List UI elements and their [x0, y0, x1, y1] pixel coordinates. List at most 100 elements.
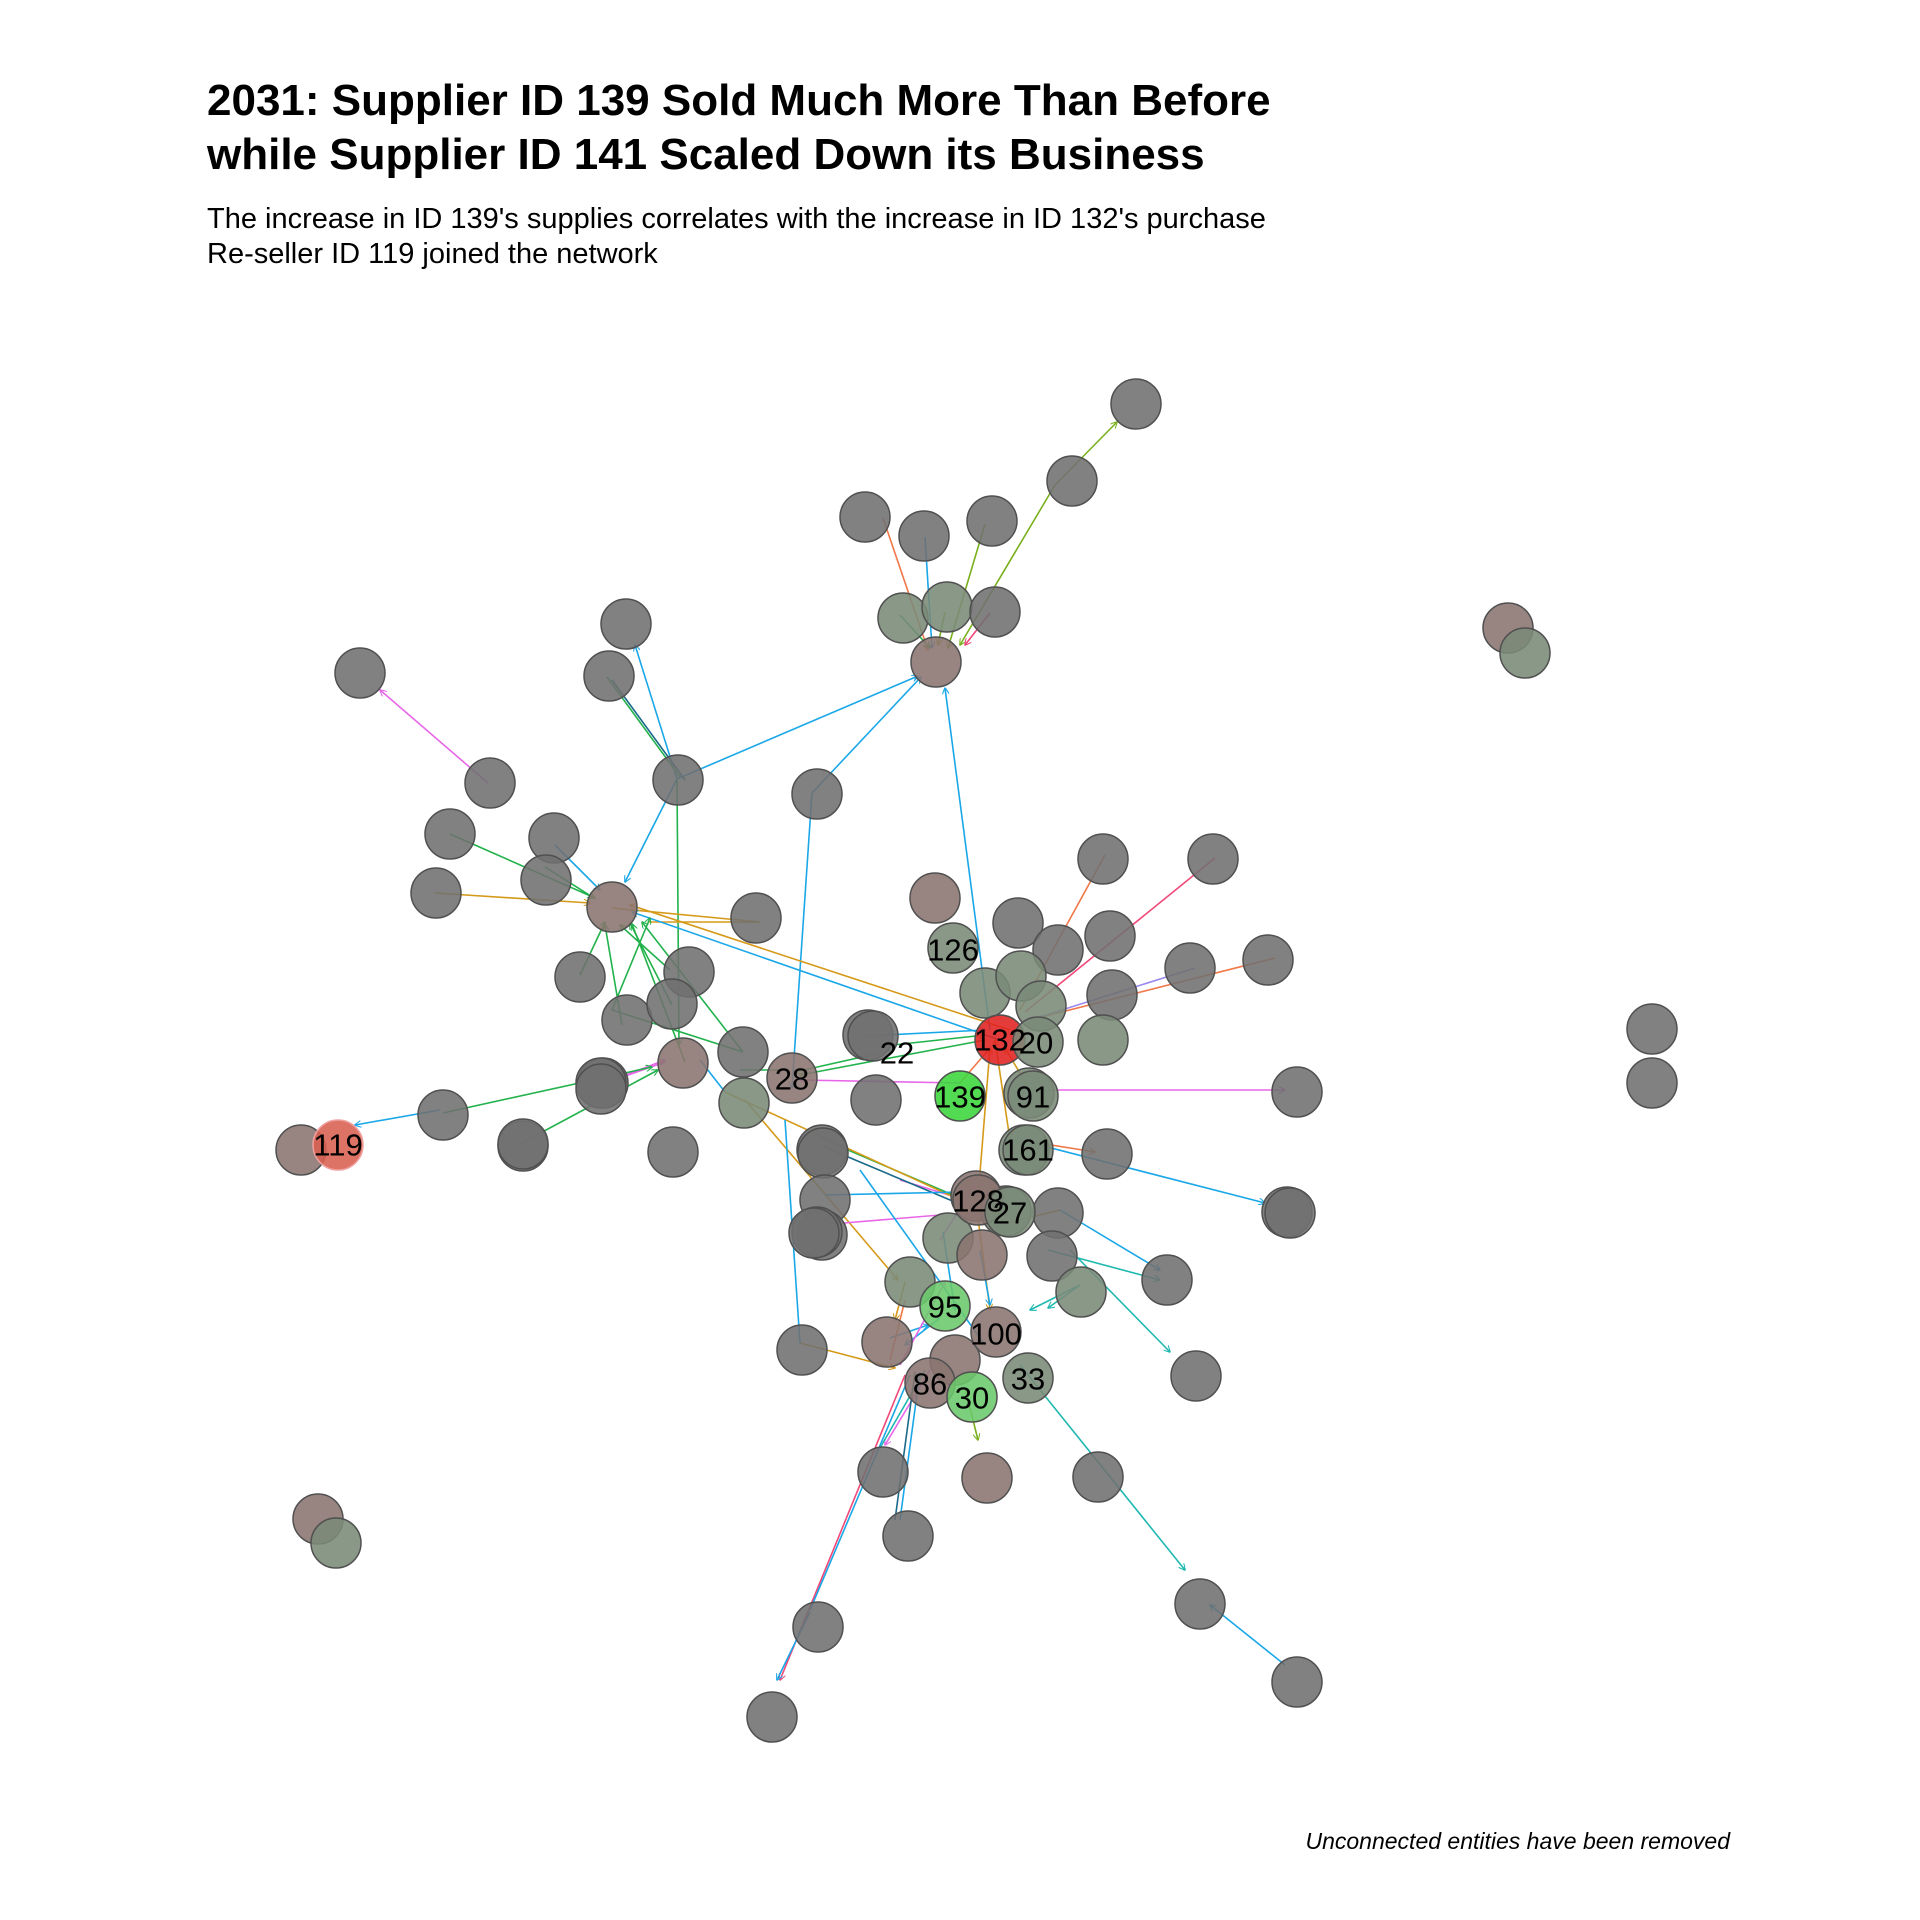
- node-119: [312, 1119, 364, 1171]
- node: [583, 650, 635, 702]
- node: [966, 495, 1018, 547]
- node-91: [1007, 1070, 1059, 1122]
- node: [961, 1452, 1013, 1504]
- node: [1046, 455, 1098, 507]
- node: [554, 951, 606, 1003]
- node: [520, 854, 572, 906]
- node: [788, 1207, 840, 1259]
- node: [921, 581, 973, 633]
- node-label-33: 33: [1011, 1362, 1045, 1397]
- node: [497, 1118, 549, 1170]
- caption-note: Unconnected entities have been removed: [1305, 1828, 1730, 1854]
- node: [956, 1229, 1008, 1281]
- node: [839, 491, 891, 543]
- node: [1187, 833, 1239, 885]
- node-100: [970, 1306, 1022, 1358]
- subtitle-line-1: The increase in ID 139's supplies correl…: [207, 203, 1266, 235]
- node-30: [946, 1371, 998, 1423]
- node-27: [984, 1186, 1036, 1238]
- node: [1032, 1187, 1084, 1239]
- node: [586, 881, 638, 933]
- node: [1055, 1266, 1107, 1318]
- node: [730, 892, 782, 944]
- edge: [1019, 1139, 1265, 1203]
- node: [1077, 833, 1129, 885]
- node: [417, 1089, 469, 1141]
- node: [898, 510, 950, 562]
- node: [1174, 1578, 1226, 1630]
- node-label-30: 30: [955, 1381, 989, 1416]
- node: [657, 1037, 709, 1089]
- edge: [676, 676, 918, 780]
- node: [334, 647, 386, 699]
- node: [1626, 1003, 1678, 1055]
- node: [857, 1446, 909, 1498]
- node: [1077, 1014, 1129, 1066]
- title-line-1: 2031: Supplier ID 139 Sold Much More Tha…: [207, 76, 1271, 125]
- edge: [792, 792, 813, 1088]
- node: [1081, 1128, 1133, 1180]
- edges-layer: [355, 422, 1285, 1680]
- edge: [620, 925, 671, 971]
- edge: [611, 918, 650, 1011]
- node: [528, 812, 580, 864]
- node: [600, 598, 652, 650]
- node-label-126: 126: [927, 933, 979, 968]
- node: [909, 872, 961, 924]
- node-label-91: 91: [1016, 1080, 1050, 1115]
- node-label-27: 27: [993, 1196, 1027, 1231]
- node-label-20: 20: [1019, 1026, 1053, 1061]
- subtitle-line-2: Re-seller ID 119 joined the network: [207, 238, 658, 270]
- node: [791, 768, 843, 820]
- node: [575, 1063, 627, 1115]
- node-95: [919, 1280, 971, 1332]
- node: [1110, 378, 1162, 430]
- node: [776, 1324, 828, 1376]
- node-label-86: 86: [913, 1367, 947, 1402]
- node: [1032, 924, 1084, 976]
- node-label-139: 139: [934, 1080, 986, 1115]
- node: [647, 1126, 699, 1178]
- chart-title: 2031: Supplier ID 139 Sold Much More Tha…: [207, 74, 1271, 182]
- node: [646, 978, 698, 1030]
- node: [717, 1026, 769, 1078]
- node-20: [1012, 1016, 1064, 1068]
- node: [310, 1517, 362, 1569]
- node: [1271, 1656, 1323, 1708]
- node-label-95: 95: [928, 1290, 962, 1325]
- node: [1499, 627, 1551, 679]
- node-label-128: 128: [952, 1184, 1004, 1219]
- node: [464, 757, 516, 809]
- node: [424, 808, 476, 860]
- edge: [632, 912, 1001, 1041]
- node: [1264, 1187, 1316, 1239]
- node: [992, 897, 1044, 949]
- node: [877, 592, 929, 644]
- node-label-161: 161: [1002, 1133, 1054, 1168]
- nodes-layer: [275, 378, 1678, 1743]
- node-161: [1002, 1124, 1054, 1176]
- node-28: [766, 1052, 818, 1104]
- node: [410, 867, 462, 919]
- node: [1242, 934, 1294, 986]
- edge: [1029, 957, 1276, 1021]
- node-label-119: 119: [313, 1128, 362, 1163]
- node: [850, 1074, 902, 1126]
- node-139: [934, 1070, 986, 1122]
- node: [861, 1316, 913, 1368]
- chart-subtitle: The increase in ID 139's supplies correl…: [207, 202, 1266, 272]
- edge: [892, 1035, 985, 1046]
- title-line-2: while Supplier ID 141 Scaled Down its Bu…: [207, 130, 1205, 179]
- node-22: [847, 1010, 899, 1062]
- edge: [630, 905, 1011, 1031]
- node: [1141, 1254, 1193, 1306]
- node: [1271, 1066, 1323, 1118]
- node-label-28: 28: [775, 1062, 809, 1097]
- node: [1626, 1057, 1678, 1109]
- node: [1026, 1230, 1078, 1282]
- edge: [809, 1374, 911, 1611]
- node: [601, 994, 653, 1046]
- node: [792, 1601, 844, 1653]
- node: [797, 1127, 849, 1179]
